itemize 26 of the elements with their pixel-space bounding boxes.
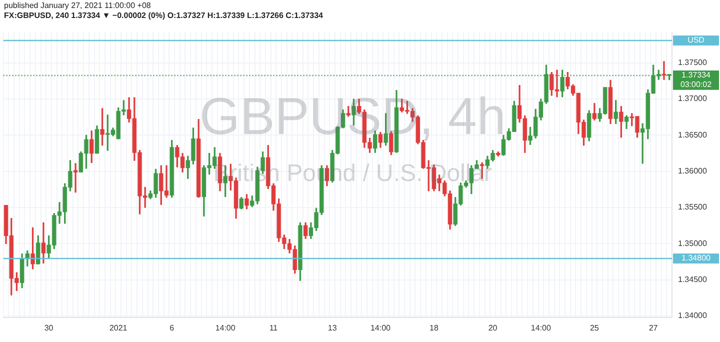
- x-tick-label: 18: [430, 323, 439, 332]
- y-tick-label: 1.37500: [678, 58, 708, 68]
- x-tick-label: 14:00: [215, 323, 236, 332]
- x-tick-label: 20: [488, 323, 498, 332]
- x-tick-label: 30: [44, 323, 54, 332]
- x-tick-label: 6: [170, 323, 175, 332]
- x-tick-label: 14:00: [370, 323, 392, 332]
- text: 03:00:02: [680, 80, 712, 90]
- y-tick-label: 1.36500: [678, 130, 708, 140]
- y-tick-label: 1.37000: [678, 94, 708, 104]
- x-tick-label: 2021: [109, 323, 128, 332]
- y-tick-label: 1.35000: [678, 238, 708, 248]
- x-tick-label: 11: [269, 323, 278, 332]
- x-tick-label: 27: [648, 323, 658, 332]
- y-tick-label: 1.34000: [678, 311, 708, 320]
- x-tick-label: 13: [328, 323, 338, 332]
- x-tick-label: 14:00: [530, 323, 552, 332]
- chart-subtitle: FX:GBPUSD, 240 1.37334 ▼ −0.00002 (0%) O:1.37327 H:1.37339 L:1.37266 C:1.37334: [4, 11, 323, 21]
- chart-title: published January 27, 2021 11:00:00 +08: [4, 1, 152, 11]
- ref-line-label: USD: [688, 36, 705, 45]
- x-tick-label: 25: [590, 323, 600, 332]
- ref-line-label: 1.37334: [682, 70, 712, 80]
- y-tick-label: 1.36000: [678, 166, 708, 176]
- y-tick-label: 1.35500: [678, 202, 708, 212]
- ref-line-label: 1.34800: [682, 254, 712, 263]
- y-tick-label: 1.34500: [678, 275, 708, 284]
